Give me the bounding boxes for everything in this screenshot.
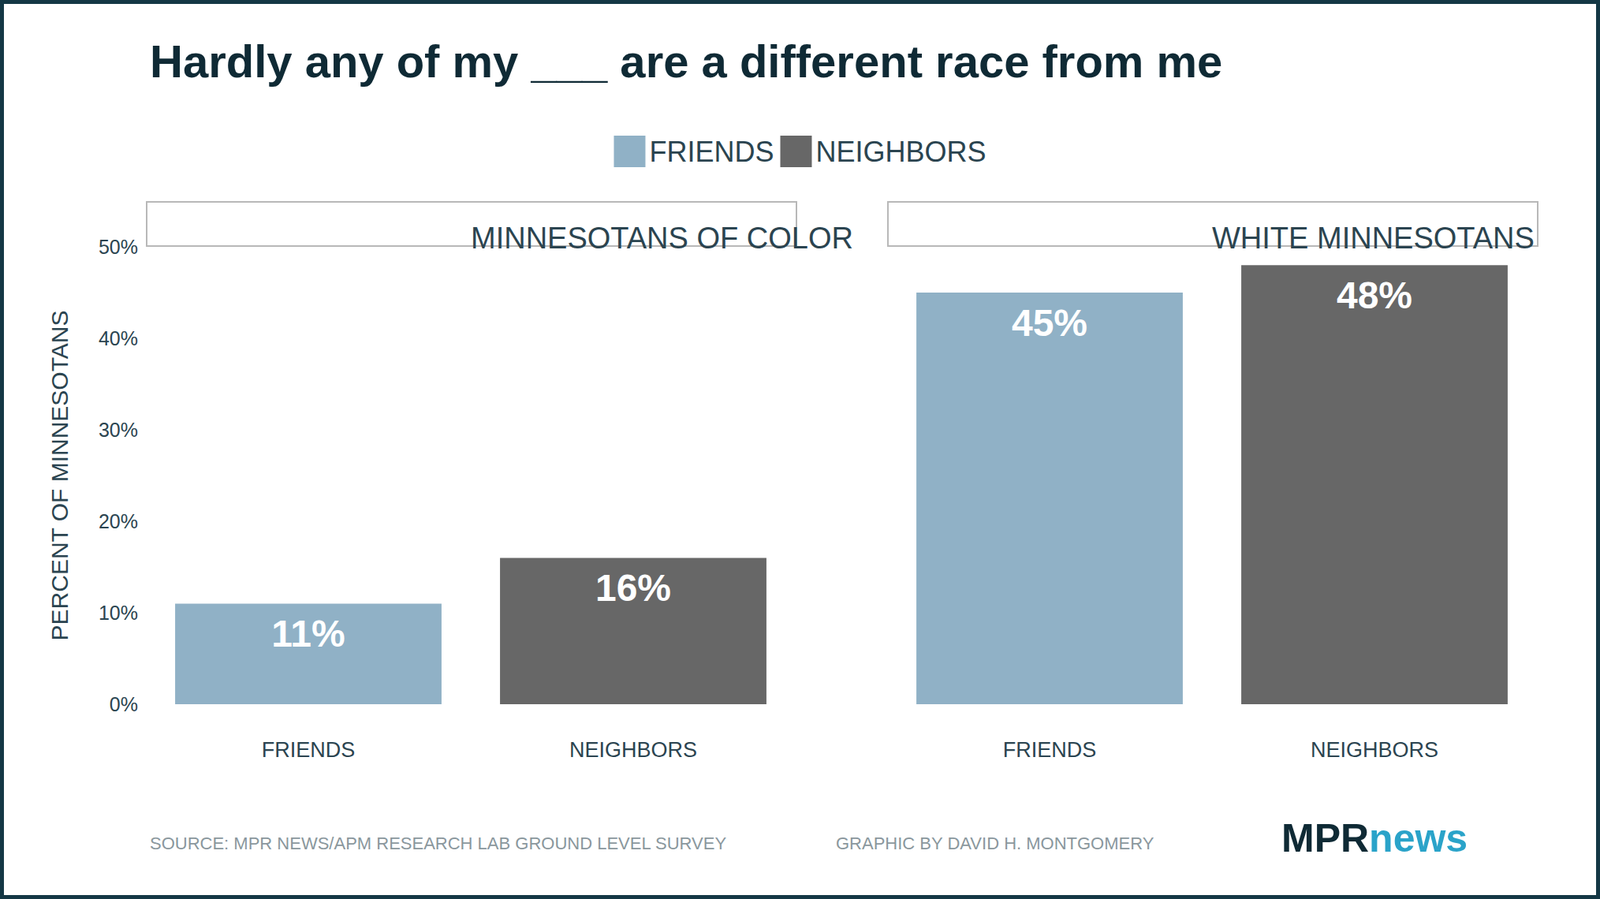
svg-text:48%: 48% <box>1336 274 1413 317</box>
svg-text:11%: 11% <box>271 612 345 655</box>
svg-text:Hardly any of my ___ are a dif: Hardly any of my ___ are a different rac… <box>149 35 1223 87</box>
svg-text:10%: 10% <box>98 601 138 624</box>
svg-text:news: news <box>1368 816 1468 861</box>
svg-text:NEIGHBORS: NEIGHBORS <box>569 738 698 762</box>
svg-text:16%: 16% <box>595 566 672 609</box>
svg-text:FRIENDS: FRIENDS <box>648 135 774 168</box>
svg-text:NEIGHBORS: NEIGHBORS <box>1310 738 1439 762</box>
svg-text:50%: 50% <box>98 235 138 258</box>
svg-text:FRIENDS: FRIENDS <box>261 738 356 762</box>
svg-text:GRAPHIC BY DAVID H. MONTGOMERY: GRAPHIC BY DAVID H. MONTGOMERY <box>835 833 1155 854</box>
svg-text:20%: 20% <box>98 510 138 533</box>
svg-text:40%: 40% <box>98 327 138 350</box>
svg-text:MPR: MPR <box>1281 816 1369 861</box>
svg-text:NEIGHBORS: NEIGHBORS <box>815 135 986 168</box>
svg-text:SOURCE: MPR NEWS/APM RESEARCH: SOURCE: MPR NEWS/APM RESEARCH LAB GROUND… <box>149 833 727 854</box>
svg-text:30%: 30% <box>98 418 138 441</box>
svg-text:45%: 45% <box>1011 302 1088 344</box>
svg-text:WHITE MINNESOTANS: WHITE MINNESOTANS <box>1212 221 1535 255</box>
svg-text:PERCENT OF MINNESOTANS: PERCENT OF MINNESOTANS <box>46 310 73 642</box>
svg-text:MINNESOTANS OF COLOR: MINNESOTANS OF COLOR <box>470 221 854 255</box>
svg-text:0%: 0% <box>109 693 138 716</box>
svg-text:FRIENDS: FRIENDS <box>1003 738 1097 762</box>
